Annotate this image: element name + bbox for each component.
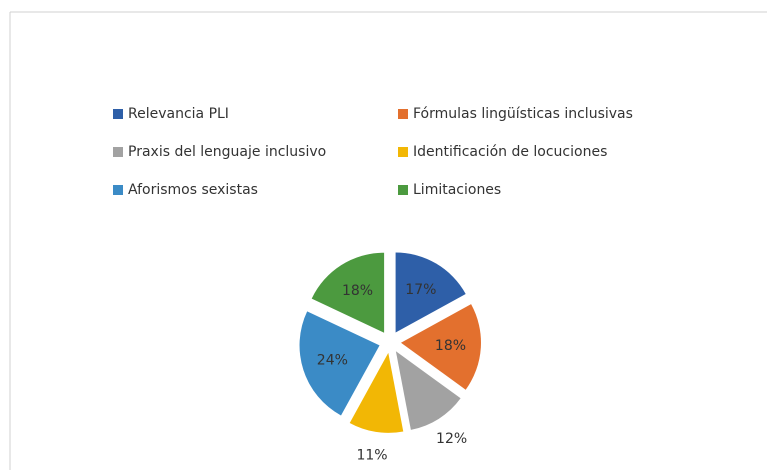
- data-label: 11%: [356, 448, 387, 464]
- data-label: 18%: [342, 283, 373, 299]
- pie-slice: [349, 352, 404, 433]
- legend-swatch: [398, 185, 408, 195]
- pie-slice: [395, 351, 461, 430]
- pie-slice: [395, 252, 466, 333]
- legend-swatch: [113, 185, 123, 195]
- legend-swatch: [113, 147, 123, 157]
- data-label: 12%: [436, 431, 467, 447]
- pie-slice: [299, 311, 380, 416]
- pie-slice: [311, 252, 385, 333]
- legend-swatch: [113, 109, 123, 119]
- legend-label: Relevancia PLI: [128, 106, 229, 122]
- legend-label: Praxis del lenguaje inclusivo: [128, 144, 326, 160]
- legend-swatch: [398, 147, 408, 157]
- data-label: 24%: [317, 353, 348, 369]
- legend-label: Aforismos sexistas: [128, 182, 258, 198]
- data-label: 18%: [435, 338, 466, 354]
- legend-label: Limitaciones: [413, 182, 501, 198]
- pie-slice: [400, 304, 481, 390]
- legend-label: Identificación de locuciones: [413, 144, 607, 160]
- legend-swatch: [398, 109, 408, 119]
- legend-label: Fórmulas lingüísticas inclusivas: [413, 106, 633, 122]
- data-label: 17%: [405, 282, 436, 298]
